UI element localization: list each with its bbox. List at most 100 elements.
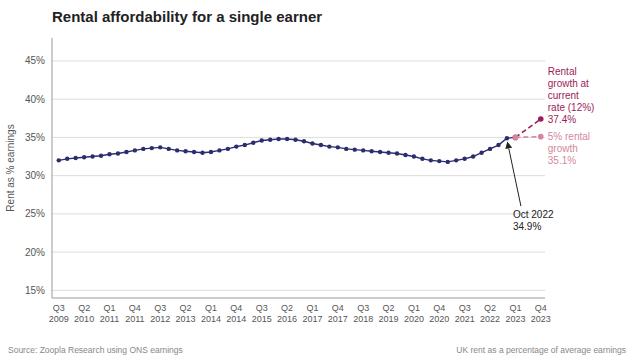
- x-tick-label: Q12023: [505, 303, 525, 324]
- series-end-label: Rentalgrowth atcurrentrate (12%)37.4%: [548, 66, 595, 125]
- y-tick-label: 35%: [25, 132, 45, 143]
- y-axis-line: [52, 38, 53, 298]
- series-point: [369, 149, 373, 153]
- x-tick-label-line: 2020: [404, 314, 424, 324]
- series-point: [386, 151, 390, 155]
- series-point: [302, 139, 306, 143]
- x-tick-label: Q22022: [480, 303, 500, 324]
- x-tick-label-line: Q2: [78, 303, 90, 313]
- x-tick-label-line: Q1: [205, 303, 217, 313]
- series-point: [353, 147, 357, 151]
- x-tick-label-line: 2011: [100, 314, 119, 324]
- series-point: [243, 143, 247, 147]
- x-tick-label-line: Q2: [281, 303, 293, 313]
- plot-data: [57, 116, 544, 164]
- annotation: Oct 202234.9%: [513, 209, 554, 232]
- x-tick-label-line: Q1: [408, 303, 420, 313]
- series-point: [82, 155, 86, 159]
- series-point: [395, 151, 399, 155]
- grid-line: [52, 213, 545, 214]
- series-end-label-line: current: [548, 90, 579, 101]
- x-tick-label-line: Q3: [154, 303, 166, 313]
- x-tick-label-line: 2018: [353, 314, 373, 324]
- series-point: [513, 135, 517, 139]
- y-axis-label: Rent as % earnings: [5, 124, 16, 211]
- x-tick-label-line: Q4: [332, 303, 344, 313]
- x-tick-label: Q32012: [150, 303, 170, 324]
- x-tick-label-line: Q1: [103, 303, 115, 313]
- x-tick-label-line: Q4: [129, 303, 141, 313]
- annotation-line: 34.9%: [513, 221, 541, 232]
- x-tick-label: Q32015: [252, 303, 272, 324]
- footnote: UK rent as a percentage of average earni…: [456, 345, 626, 355]
- series-point: [107, 152, 111, 156]
- series-point: [538, 134, 544, 140]
- x-tick-label: Q12020: [404, 303, 424, 324]
- x-tick-label-line: Q1: [509, 303, 521, 313]
- x-tick-label-line: Q3: [459, 303, 471, 313]
- x-tick-label: Q32021: [455, 303, 475, 324]
- y-axis: 15%20%25%30%35%40%45%: [25, 55, 545, 295]
- series-line: [59, 137, 516, 161]
- x-tick-label: Q42011: [125, 303, 144, 324]
- series-point: [124, 150, 128, 154]
- grid-line: [52, 137, 545, 138]
- annotation-arrow: [507, 142, 521, 206]
- x-tick-label-line: 2016: [277, 314, 297, 324]
- series-point: [234, 144, 238, 148]
- grid-line: [52, 99, 545, 100]
- footnote: Source: Zoopla Research using ONS earnin…: [8, 345, 183, 355]
- series-point: [505, 136, 509, 140]
- x-tick-label-line: 2017: [302, 314, 322, 324]
- series-point: [217, 148, 221, 152]
- series-point: [513, 135, 519, 141]
- series-point: [310, 141, 314, 145]
- x-tick-label-line: 2009: [49, 314, 69, 324]
- x-tick-label-line: Q4: [230, 303, 242, 313]
- title: Rental affordability for a single earner: [52, 8, 322, 25]
- series-point: [437, 159, 441, 163]
- series-line: [515, 119, 540, 137]
- x-tick-label-line: 2021: [455, 314, 475, 324]
- x-tick-label: Q42014: [226, 303, 246, 324]
- x-tick-label-line: Q1: [306, 303, 318, 313]
- series-point: [471, 154, 475, 158]
- x-tick-label: Q12017: [302, 303, 322, 324]
- series-end-label-line: Rental: [548, 66, 577, 77]
- x-tick-label-line: 2015: [252, 314, 272, 324]
- annotation-line: Oct 2022: [513, 209, 554, 220]
- series-point: [336, 145, 340, 149]
- series-point: [57, 158, 61, 162]
- x-tick-label-line: 2013: [176, 314, 196, 324]
- series-point: [513, 135, 519, 141]
- series-end-label-line: rate (12%): [548, 102, 595, 113]
- series-point: [150, 146, 154, 150]
- series-point: [454, 158, 458, 162]
- grid-line: [52, 60, 545, 61]
- series-point: [99, 154, 103, 158]
- y-tick-label: 20%: [25, 247, 45, 258]
- series-point: [65, 157, 69, 161]
- series-point: [378, 150, 382, 154]
- series-point: [260, 138, 264, 142]
- x-tick-label: Q42017: [328, 303, 348, 324]
- grid-line: [52, 252, 545, 253]
- series-point: [116, 151, 120, 155]
- x-tick-label: Q42020: [429, 303, 449, 324]
- x-axis-line: [52, 298, 545, 299]
- series-point: [403, 153, 407, 157]
- series-end-label-line: growth at: [548, 78, 589, 89]
- x-tick-label-line: Q3: [53, 303, 65, 313]
- series-point: [226, 147, 230, 151]
- x-tick-label: Q42023: [531, 303, 551, 324]
- x-tick-label-line: 2019: [379, 314, 399, 324]
- series-point: [158, 145, 162, 149]
- x-tick-label-line: 2022: [480, 314, 500, 324]
- y-tick-label: 15%: [25, 285, 45, 296]
- series-point: [276, 137, 280, 141]
- series-end-label-line: 35.1%: [548, 155, 576, 166]
- x-tick-label-line: 2014: [201, 314, 221, 324]
- series-end-label: 5% rentalgrowth35.1%: [548, 131, 590, 166]
- x-axis: Q32009Q22010Q12011Q42011Q32012Q22013Q120…: [49, 303, 551, 324]
- x-tick-label: Q12011: [100, 303, 119, 324]
